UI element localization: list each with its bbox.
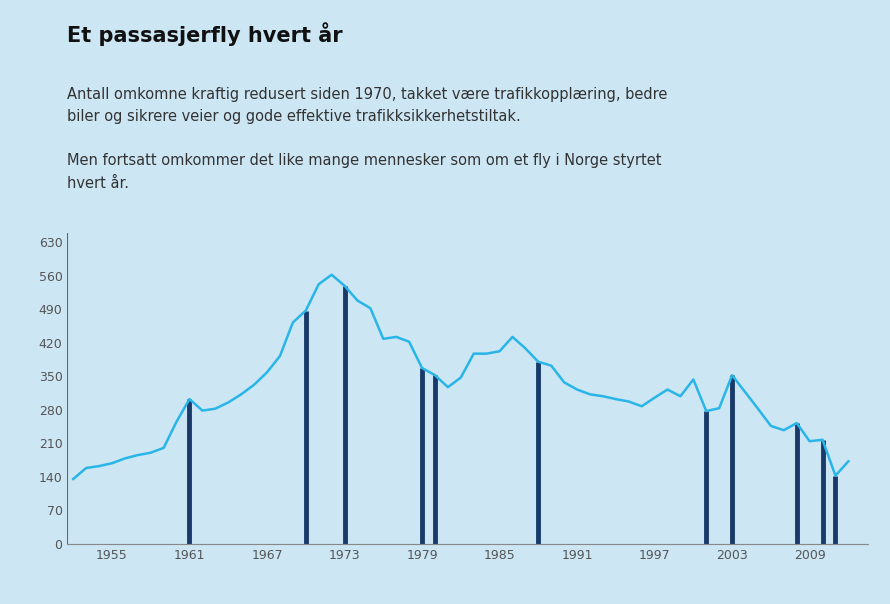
Text: Antall omkomne kraftig redusert siden 1970, takket være trafikkopplæring, bedre
: Antall omkomne kraftig redusert siden 19… [67, 87, 668, 190]
Text: Et passasjerfly hvert år: Et passasjerfly hvert år [67, 22, 343, 47]
